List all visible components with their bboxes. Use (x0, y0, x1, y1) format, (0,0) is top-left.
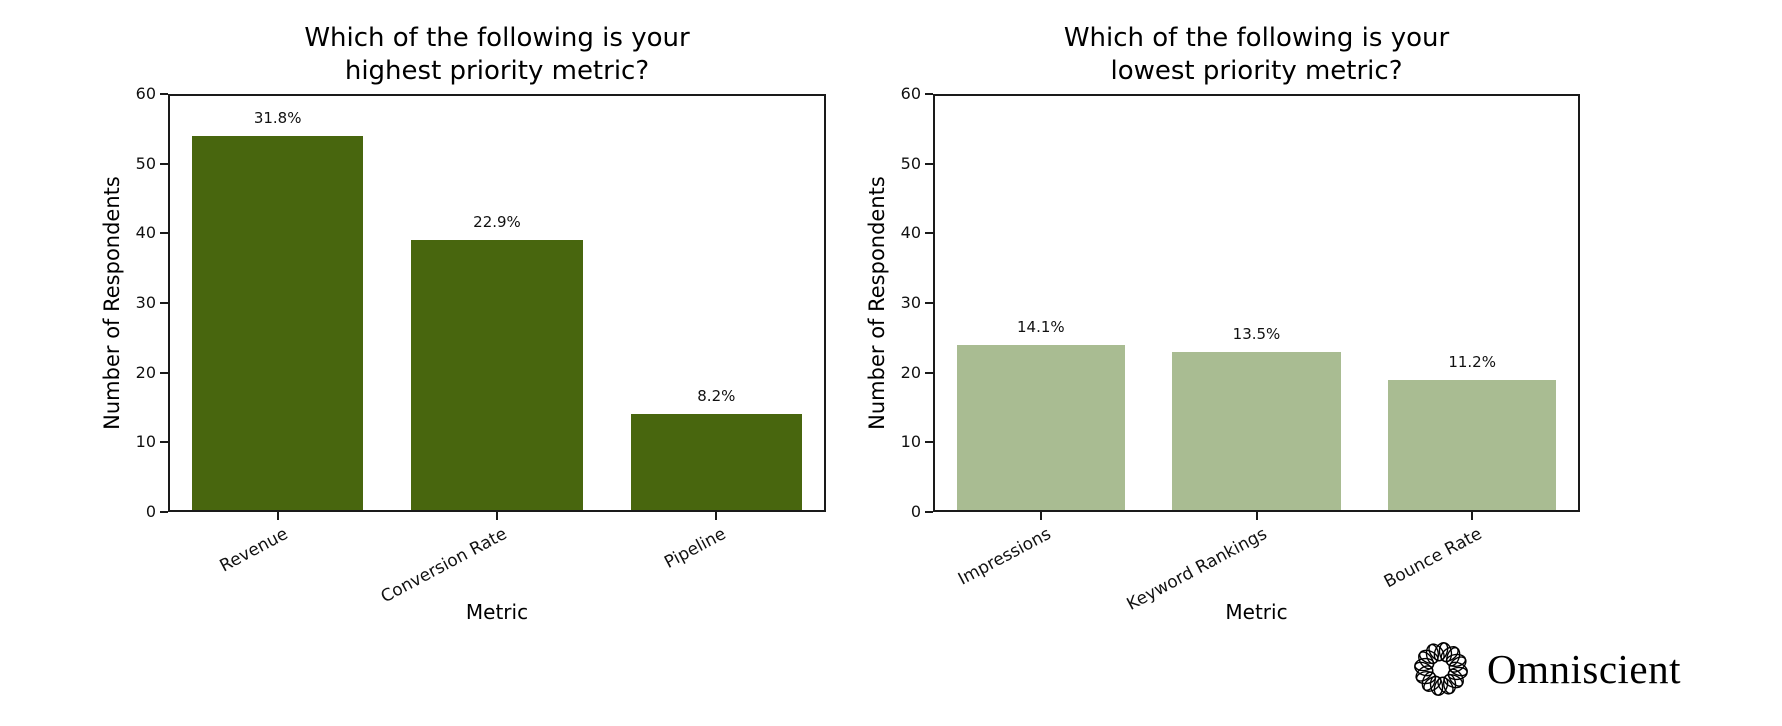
bar-value-label: 8.2% (697, 387, 736, 406)
knot-ring-icon (1414, 642, 1468, 696)
x-tick-label: Pipeline (661, 524, 730, 573)
bar-revenue (192, 135, 364, 510)
x-tick-mark (1255, 512, 1258, 520)
bar-pipeline (630, 414, 802, 510)
x-tick-label: Revenue (216, 524, 292, 577)
x-tick-mark (715, 512, 718, 520)
y-tick-mark (160, 162, 168, 165)
y-tick-mark (925, 302, 933, 304)
y-tick-mark (925, 232, 933, 235)
y-tick-label: 60 (900, 84, 921, 103)
y-tick-mark (160, 302, 168, 304)
y-tick-mark (160, 371, 168, 374)
bar-value-label: 22.9% (473, 213, 521, 232)
y-tick-label: 60 (135, 84, 156, 103)
y-tick-mark (160, 232, 168, 235)
logo-text: Omniscient (1487, 645, 1682, 692)
y-tick-mark (160, 441, 168, 444)
x-tick-mark (496, 512, 498, 520)
bar-value-label: 31.8% (253, 108, 302, 127)
x-axis-label: Metric (1225, 600, 1288, 624)
y-tick-mark (925, 441, 933, 444)
y-tick-mark (925, 371, 933, 374)
x-tick-label: Keyword Rankings (1123, 524, 1270, 615)
y-tick-mark (925, 162, 933, 165)
y-tick-label: 0 (145, 502, 156, 521)
y-tick-mark (160, 93, 168, 95)
bar-value-label: 13.5% (1232, 324, 1281, 343)
y-tick-label: 10 (900, 432, 921, 452)
chart-title: Which of the following is your lowest pr… (1063, 23, 1450, 86)
y-tick-label: 20 (900, 362, 921, 382)
x-tick-mark (1039, 512, 1042, 520)
chart-title: Which of the following is your highest p… (304, 23, 690, 86)
x-tick-label: Bounce Rate (1380, 524, 1486, 593)
y-tick-label: 30 (900, 293, 921, 312)
bar-value-label: 11.2% (1448, 352, 1496, 371)
y-tick-mark (925, 93, 933, 95)
y-tick-label: 10 (135, 432, 156, 452)
y-tick-label: 50 (135, 153, 156, 173)
x-tick-label: Conversion Rate (377, 524, 511, 608)
y-tick-mark (160, 511, 168, 513)
y-tick-label: 20 (135, 362, 156, 382)
brand-logo: Omniscient (1412, 640, 1681, 698)
bar-value-label: 14.1% (1017, 317, 1065, 336)
y-tick-label: 50 (900, 153, 921, 173)
y-tick-label: 40 (135, 223, 156, 243)
x-tick-mark (1471, 512, 1474, 520)
y-tick-label: 40 (900, 223, 921, 243)
y-tick-label: 30 (135, 293, 156, 312)
x-tick-label: Impressions (954, 524, 1055, 590)
bar-bounce-rate (1388, 379, 1557, 510)
y-tick-label: 0 (910, 502, 921, 521)
y-tick-mark (925, 511, 933, 513)
bar-keyword-rankings (1172, 351, 1341, 510)
bar-conversion-rate (411, 240, 583, 510)
bar-impressions (956, 344, 1125, 510)
x-axis-label: Metric (465, 600, 529, 624)
x-tick-mark (276, 512, 279, 520)
